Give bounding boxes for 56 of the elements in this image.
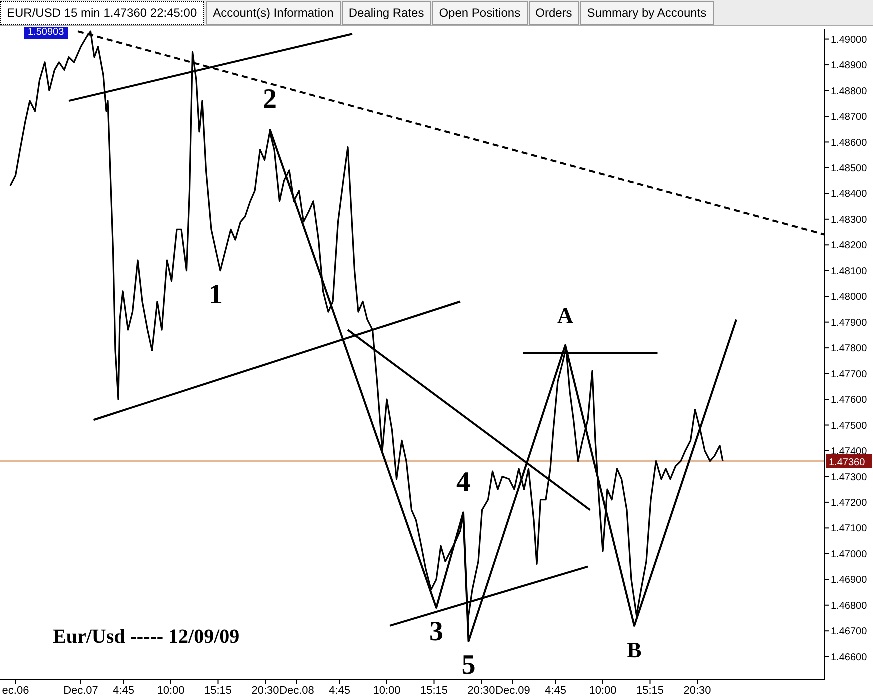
y-tick-label: 1.46600: [831, 652, 868, 664]
x-tick-label: 20:30: [252, 684, 280, 696]
text: Summary by Accounts: [580, 1, 714, 25]
text: Open Positions: [432, 1, 528, 25]
x-tick-label: 10:00: [373, 684, 401, 696]
y-tick-label: 1.48600: [831, 138, 868, 149]
y-tick-label: 1.46800: [831, 600, 868, 612]
text: Eur/Usd ----- 12/09/09: [53, 626, 240, 649]
chart-title: EUR/USD 15 min 1.47360 22:45:00: [0, 1, 204, 25]
y-tick-label: 1.47700: [831, 369, 868, 380]
x-tick-label: 15:15: [420, 684, 448, 696]
annotation: 1: [209, 279, 223, 310]
y-tick-label: 1.48900: [831, 60, 868, 72]
y-tick-label: 1.46900: [831, 575, 868, 586]
y-tick-label: 1.46700: [831, 626, 868, 638]
y-tick-label: 1.47200: [831, 498, 868, 510]
annotation: 4: [456, 467, 470, 498]
y-tick-label: 1.47600: [831, 395, 868, 406]
x-tick-label: Dec.08: [280, 684, 314, 696]
y-tick-label: 1.48000: [831, 292, 868, 304]
y-tick-label: 1.47000: [831, 549, 868, 560]
x-tick-label: ec.06: [2, 684, 30, 696]
x-tick-label: 20:30: [684, 684, 712, 696]
y-tick-label: 1.47100: [831, 524, 868, 535]
y-tick-label: 1.48400: [831, 189, 868, 200]
y-tick-label: 1.49000: [831, 34, 868, 46]
y-tick-label: 1.47500: [831, 420, 868, 432]
price-badge: 1.50903: [24, 27, 68, 39]
y-tick-label: 1.48700: [831, 112, 868, 124]
x-tick-label: 15:15: [636, 684, 664, 696]
text: Account(s) Information: [206, 1, 341, 25]
y-tick-label: 1.48300: [831, 214, 868, 226]
x-tick-label: 10:00: [157, 684, 185, 696]
text: Dealing Rates: [342, 1, 432, 25]
x-tick-label: 10:00: [589, 684, 617, 696]
x-tick-label: 20:30: [468, 684, 496, 696]
y-tick-label: 1.48800: [831, 86, 868, 98]
y-tick-label: 1.48200: [831, 240, 868, 252]
y-tick-label: 1.47800: [831, 344, 868, 355]
annotation: 5: [462, 650, 476, 681]
text: Orders: [528, 1, 580, 25]
x-tick-label: 4:45: [329, 684, 350, 696]
ref-line-label: 1.47360: [829, 457, 866, 468]
y-tick-label: 1.47300: [831, 472, 868, 484]
x-tick-label: 4:45: [545, 684, 566, 696]
x-tick-label: 15:15: [204, 684, 232, 696]
y-tick-label: 1.47900: [831, 318, 868, 329]
annotation: 2: [263, 84, 277, 115]
annotation: B: [627, 637, 642, 662]
x-tick-label: Dec.09: [496, 684, 530, 696]
annotation: A: [558, 302, 574, 328]
y-tick-label: 1.48100: [831, 266, 868, 278]
y-tick-label: 1.48500: [831, 164, 868, 174]
x-tick-label: Dec.07: [64, 684, 98, 696]
annotation: 3: [430, 616, 444, 648]
x-tick-label: 4:45: [113, 684, 134, 696]
